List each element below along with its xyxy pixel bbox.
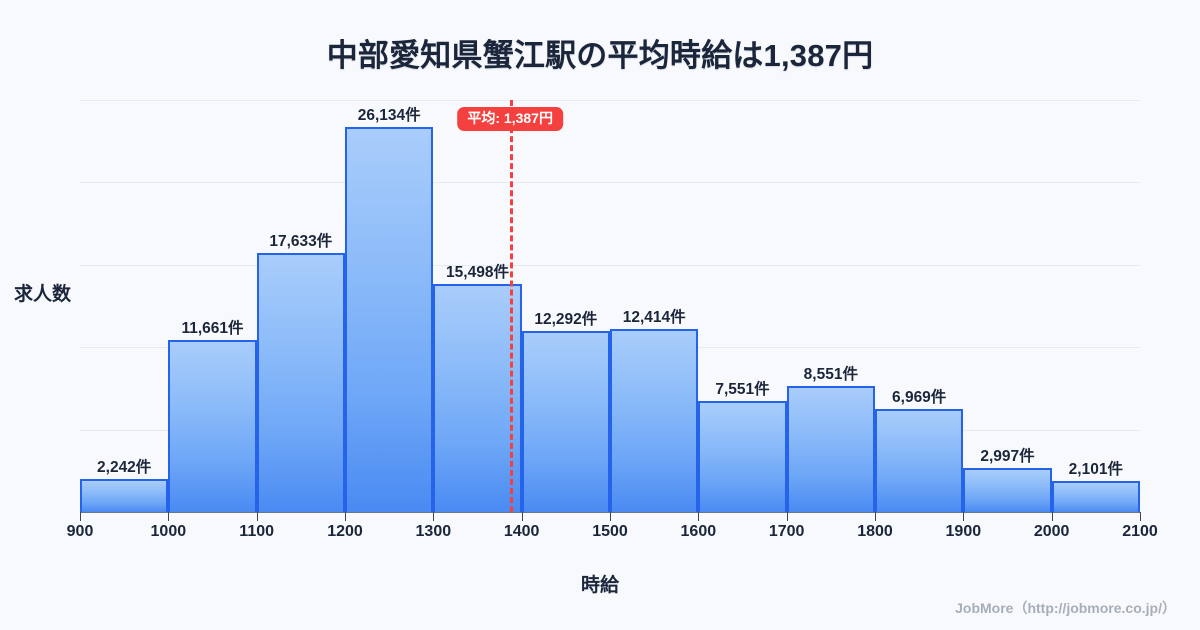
- bar: [698, 400, 787, 512]
- x-axis-tick: [80, 512, 81, 521]
- x-axis-tick-label: 1300: [415, 523, 452, 540]
- bar-value-label: 8,551件: [803, 366, 858, 384]
- bar-value-label: 7,551件: [715, 380, 770, 398]
- gridline: [80, 182, 1140, 184]
- x-axis-tick-label: 1500: [592, 523, 628, 540]
- x-axis-tick-label: 2100: [1122, 523, 1158, 540]
- x-axis-tick: [698, 512, 700, 521]
- bar-value-label: 17,633件: [269, 232, 333, 250]
- bar: [786, 386, 875, 512]
- x-axis-tick-label: 900: [66, 523, 94, 540]
- plot-area: 2,242件 11,661件 17,633件 26,134件 15,498件 12,292…: [80, 100, 1140, 512]
- bar: [963, 467, 1052, 512]
- x-axis-tick: [433, 512, 435, 521]
- bar-value-label: 6,969件: [892, 389, 947, 407]
- x-axis-tick: [875, 512, 876, 521]
- bar-value-label: 2,242件: [97, 459, 152, 476]
- x-axis-tick: [256, 512, 258, 521]
- x-axis-tick: [345, 512, 346, 521]
- x-axis-tick-label: 1900: [945, 523, 982, 540]
- x-axis-tick-label: 1700: [768, 523, 805, 540]
- average-vline: [510, 100, 514, 512]
- x-axis-tick: [1140, 512, 1141, 521]
- page-title: 中部愛知県蟹江駅の平均時給は1,387円: [326, 38, 874, 73]
- x-axis-tick: [786, 512, 788, 521]
- x-axis-tick-label: 1600: [680, 523, 717, 540]
- x-axis-tick-label: 1800: [857, 523, 893, 540]
- bar-value-label: 2,101件: [1068, 461, 1123, 479]
- bar: [80, 479, 169, 512]
- x-axis-tick: [1051, 512, 1053, 521]
- x-axis-tick-label: 1000: [150, 523, 187, 540]
- bar: [610, 329, 699, 512]
- bar: [168, 340, 257, 512]
- x-axis-tick-label: 2000: [1033, 523, 1070, 540]
- bar: [345, 127, 434, 512]
- x-axis-tick: [168, 512, 170, 521]
- x-axis-tick-label: 1100: [239, 523, 275, 540]
- x-axis-tick: [521, 512, 523, 521]
- x-axis-title: 時給: [580, 575, 619, 596]
- average-badge: 平均: 1,387円: [457, 107, 563, 132]
- bar: [521, 331, 610, 512]
- x-axis-tick-label: 1400: [503, 523, 540, 540]
- y-axis-title: 求人数: [14, 284, 72, 305]
- watermark: JobMore（http://jobmore.co.jp/）: [955, 600, 1176, 616]
- x-axis-tick: [963, 512, 965, 521]
- bar: [433, 283, 522, 512]
- bar: [256, 252, 345, 512]
- bar-value-label: 15,498件: [446, 263, 509, 281]
- bar: [1051, 481, 1140, 512]
- bar-value-label: 12,292件: [534, 311, 598, 329]
- bar-value-label: 26,134件: [357, 107, 421, 125]
- bar: [875, 409, 964, 512]
- gridline: [80, 264, 1140, 266]
- x-axis-tick-label: 1200: [327, 523, 363, 540]
- x-axis-tick: [610, 512, 611, 521]
- bar-value-label: 2,997件: [980, 447, 1035, 465]
- bar-value-label: 12,414件: [622, 309, 686, 327]
- gridline: [80, 100, 1140, 101]
- bar-value-label: 11,661件: [181, 320, 244, 338]
